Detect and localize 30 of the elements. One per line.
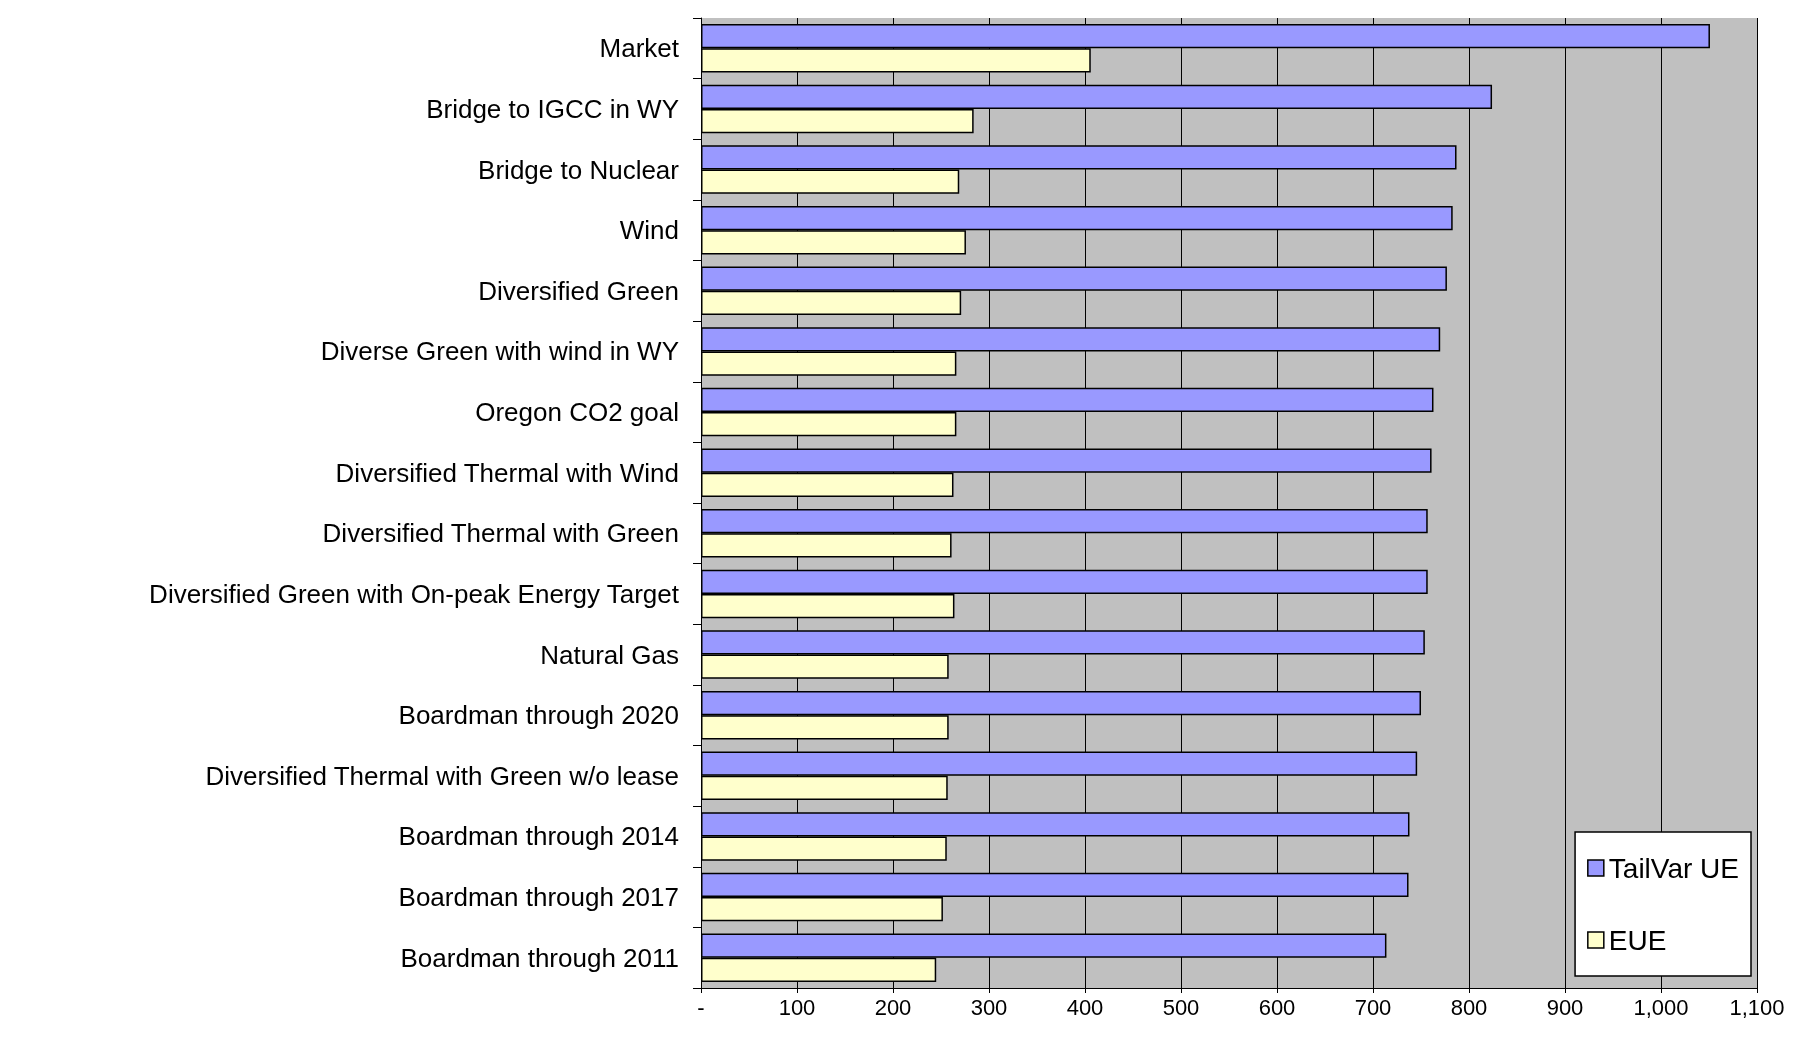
y-tick-label: Diversified Green <box>478 275 679 306</box>
x-tick-label: 1,100 <box>1729 994 1785 1020</box>
y-tick-label: Bridge to IGCC in WY <box>426 93 679 124</box>
x-tick-label: 200 <box>874 994 912 1020</box>
y-tick-label: Market <box>599 33 680 64</box>
y-tick-label: Natural Gas <box>540 639 679 670</box>
x-tick-label: 600 <box>1258 994 1296 1020</box>
y-tick-label: Diversified Green with On-peak Energy Target <box>149 578 680 609</box>
y-tick-label: Boardman through 2011 <box>400 942 679 973</box>
y-tick-label: Diversified Thermal with Green w/o lease <box>205 760 679 791</box>
x-tick-label: 300 <box>970 994 1008 1020</box>
y-tick-label: Diversified Thermal with Green <box>322 518 679 549</box>
legend-label: EUE <box>1608 924 1667 956</box>
y-tick-label: Wind <box>619 215 679 246</box>
x-tick-label: 1,000 <box>1633 994 1689 1020</box>
x-tick-label: 100 <box>778 994 816 1020</box>
legend-label: TailVar UE <box>1608 852 1739 884</box>
y-tick-label: Boardman through 2014 <box>398 821 679 852</box>
y-tick-label: Diverse Green with wind in WY <box>320 336 679 367</box>
x-tick-label: 400 <box>1066 994 1104 1020</box>
y-tick-label: Bridge to Nuclear <box>478 154 680 185</box>
y-tick-label: Boardman through 2020 <box>398 700 679 731</box>
x-tick-label: 700 <box>1354 994 1392 1020</box>
x-tick-label: 500 <box>1162 994 1200 1020</box>
y-tick-label: Boardman through 2017 <box>398 882 679 913</box>
y-tick-label: Diversified Thermal with Wind <box>335 457 679 488</box>
x-tick-label: 800 <box>1450 994 1488 1020</box>
x-tick-label: 900 <box>1546 994 1584 1020</box>
y-tick-label: Oregon CO2 goal <box>475 397 679 428</box>
x-tick-label: - <box>697 994 705 1020</box>
